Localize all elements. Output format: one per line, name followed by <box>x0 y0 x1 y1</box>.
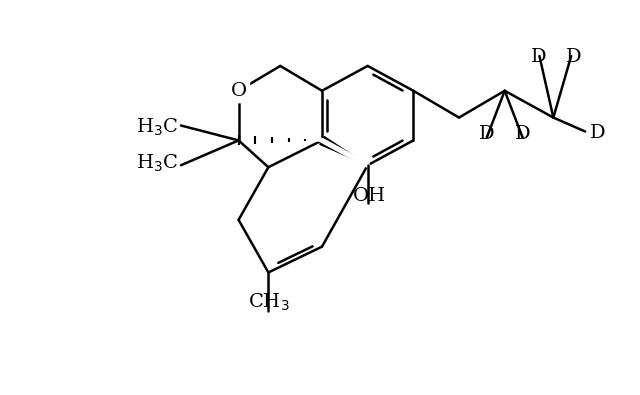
Text: D: D <box>531 48 547 66</box>
Text: O: O <box>230 82 246 100</box>
Text: D: D <box>515 125 531 143</box>
Text: D: D <box>590 124 605 143</box>
Text: D: D <box>566 48 582 66</box>
Text: H$_3$C: H$_3$C <box>136 152 178 174</box>
Text: H$_3$C: H$_3$C <box>136 117 178 138</box>
Text: CH$_3$: CH$_3$ <box>248 292 289 313</box>
Text: D: D <box>479 125 495 143</box>
Polygon shape <box>320 137 367 165</box>
Text: OH: OH <box>353 187 386 205</box>
